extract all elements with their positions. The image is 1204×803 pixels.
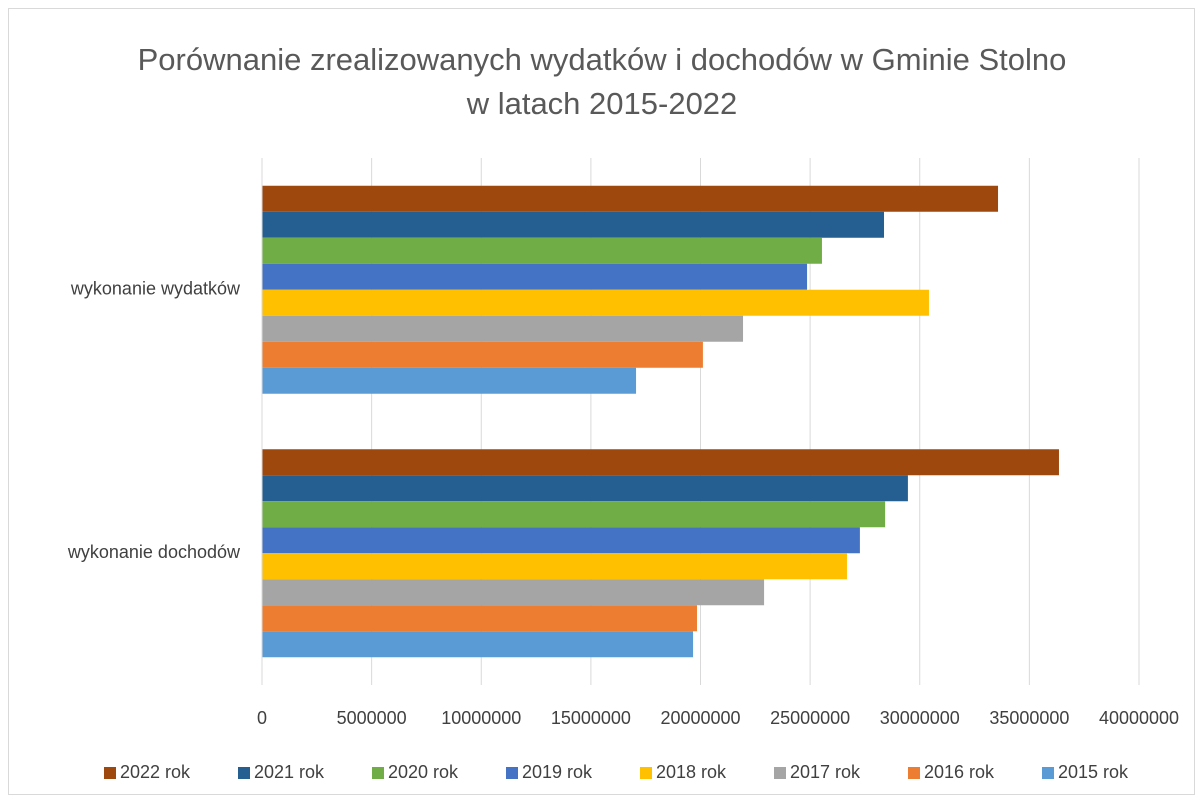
legend-swatch — [104, 767, 116, 779]
x-tick-label: 35000000 — [989, 708, 1069, 728]
x-tick-label: 20000000 — [660, 708, 740, 728]
legend-swatch — [506, 767, 518, 779]
bar — [262, 449, 1059, 476]
bar — [262, 367, 637, 394]
x-tick-label: 40000000 — [1099, 708, 1179, 728]
bar — [262, 475, 908, 502]
legend-label: 2015 rok — [1058, 762, 1129, 782]
chart-border — [8, 8, 1195, 795]
bar — [262, 605, 697, 632]
bar — [262, 527, 860, 554]
bar — [262, 501, 886, 528]
legend-label: 2021 rok — [254, 762, 325, 782]
x-tick-label: 0 — [257, 708, 267, 728]
legend-label: 2020 rok — [388, 762, 459, 782]
bar — [262, 289, 929, 316]
legend-swatch — [640, 767, 652, 779]
legend-swatch — [238, 767, 250, 779]
bar — [262, 553, 847, 580]
legend-swatch — [1042, 767, 1054, 779]
legend-label: 2019 rok — [522, 762, 593, 782]
bar — [262, 237, 822, 264]
x-tick-label: 15000000 — [551, 708, 631, 728]
bar — [262, 211, 885, 238]
x-tick-label: 30000000 — [880, 708, 960, 728]
bar — [262, 315, 744, 342]
legend-label: 2022 rok — [120, 762, 191, 782]
legend-label: 2018 rok — [656, 762, 727, 782]
legend-swatch — [372, 767, 384, 779]
bar — [262, 185, 999, 212]
bar — [262, 263, 808, 290]
bar — [262, 341, 703, 368]
bar — [262, 631, 694, 658]
legend-swatch — [774, 767, 786, 779]
y-tick-label: wykonanie dochodów — [67, 542, 241, 562]
legend-label: 2017 rok — [790, 762, 861, 782]
y-tick-label: wykonanie wydatków — [70, 279, 241, 299]
x-tick-label: 5000000 — [337, 708, 407, 728]
x-tick-label: 25000000 — [770, 708, 850, 728]
legend-label: 2016 rok — [924, 762, 995, 782]
legend-swatch — [908, 767, 920, 779]
bar — [262, 579, 765, 606]
x-tick-label: 10000000 — [441, 708, 521, 728]
chart-title: Porównanie zrealizowanych wydatków i doc… — [137, 42, 1067, 121]
